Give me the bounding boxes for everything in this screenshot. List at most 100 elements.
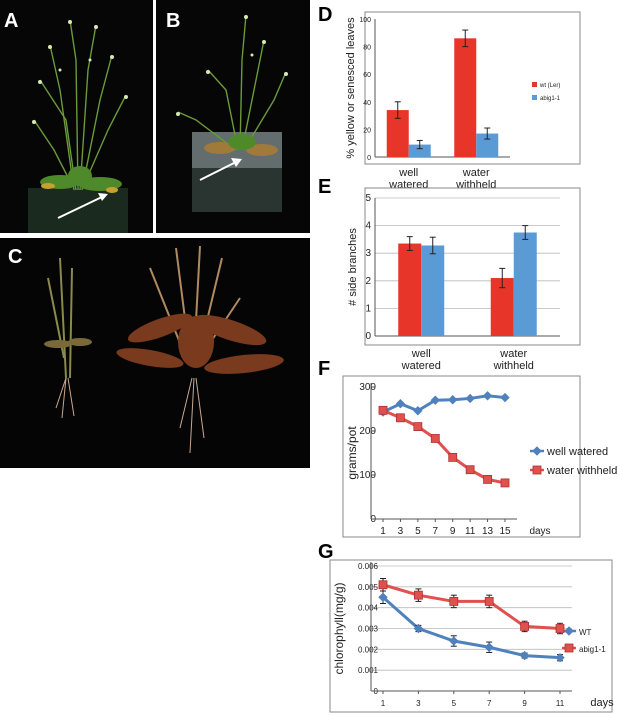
x-tick-label: 3 xyxy=(398,526,404,537)
x-tick-label: 5 xyxy=(415,526,421,537)
legend-swatch xyxy=(532,95,537,100)
y-tick-label: 0 xyxy=(367,155,371,162)
panel-letter-g: G xyxy=(318,541,334,563)
y-tick-label: 1 xyxy=(365,303,371,314)
y-tick-label: 0.005 xyxy=(358,583,379,592)
arrow-b xyxy=(199,161,237,181)
legend-swatch xyxy=(532,82,537,87)
legend-marker xyxy=(532,465,542,475)
data-point xyxy=(555,652,565,663)
photo-panel-b: B xyxy=(156,0,310,233)
chart-frame xyxy=(329,559,613,713)
x-axis-label: days xyxy=(590,697,614,709)
panel-letter-b: B xyxy=(166,10,181,32)
legend-label: water withheld xyxy=(546,465,617,477)
x-tick-label: 1 xyxy=(381,699,386,708)
data-point xyxy=(396,413,405,423)
y-axis-label: % yellow or senesced leaves xyxy=(345,17,357,159)
data-point xyxy=(519,650,530,661)
data-point xyxy=(500,478,510,488)
data-point xyxy=(449,597,459,606)
category-label: well xyxy=(411,348,431,360)
data-point xyxy=(520,622,529,631)
chart-frame xyxy=(364,187,581,346)
data-point xyxy=(413,422,423,432)
data-point xyxy=(430,395,440,405)
data-point xyxy=(378,592,388,602)
category-label: water xyxy=(462,167,490,179)
panel-letter-e: E xyxy=(318,176,332,198)
data-point xyxy=(500,392,510,403)
data-point xyxy=(448,395,458,405)
data-point xyxy=(448,452,458,462)
data-point xyxy=(395,399,406,409)
legend-label: well watered xyxy=(546,446,608,458)
y-tick-label: 4 xyxy=(365,221,371,232)
bar-abig-1 xyxy=(513,232,537,336)
data-point xyxy=(378,405,388,415)
category-label: watered xyxy=(401,360,441,372)
data-point xyxy=(465,393,475,404)
category-label: watered xyxy=(388,179,428,191)
y-tick-label: 300 xyxy=(359,382,376,393)
legend-marker xyxy=(564,626,574,636)
data-point xyxy=(430,434,440,443)
x-tick-label: 3 xyxy=(416,699,421,708)
y-tick-label: 0.002 xyxy=(358,645,379,654)
y-axis-label: chlorophyll(mg/g) xyxy=(332,582,346,674)
y-axis-label: # side branches xyxy=(347,228,359,306)
y-axis-label: grams/pot xyxy=(345,426,359,480)
category-label: withheld xyxy=(493,360,534,372)
photo-panel-a: A xyxy=(0,0,153,233)
panel-letter-d: D xyxy=(318,4,333,26)
data-point xyxy=(555,624,565,633)
x-tick-label: 1 xyxy=(380,526,386,537)
data-point xyxy=(483,474,492,484)
category-label: well xyxy=(398,167,418,179)
y-tick-label: 0.006 xyxy=(358,562,379,571)
plant-illustration-c xyxy=(0,238,310,468)
y-tick-label: 3 xyxy=(365,248,371,259)
data-point xyxy=(484,597,494,606)
y-tick-label: 80 xyxy=(363,45,371,52)
y-tick-label: 20 xyxy=(363,127,371,134)
data-point xyxy=(482,391,493,401)
plant-illustration-a xyxy=(0,0,153,233)
x-tick-label: 11 xyxy=(556,699,565,708)
data-point xyxy=(413,406,423,416)
panel-letter-c: C xyxy=(8,246,23,268)
bar-abig-1 xyxy=(476,133,499,157)
category-label: water xyxy=(499,348,527,360)
legend-label: abig1-1 xyxy=(540,96,561,102)
legend-marker xyxy=(564,643,574,653)
data-point xyxy=(484,642,494,652)
x-tick-label: 9 xyxy=(450,526,456,537)
x-tick-label: 7 xyxy=(487,699,492,708)
chart-frame xyxy=(342,375,581,538)
series-line-0 xyxy=(382,596,561,660)
series-line-1 xyxy=(382,583,561,630)
arrowhead-icon xyxy=(231,158,242,167)
legend-marker xyxy=(532,446,542,456)
data-point xyxy=(449,636,459,646)
legend-label: wt (Ler) xyxy=(539,83,560,89)
x-tick-label: 15 xyxy=(499,526,511,537)
plant-illustration-b xyxy=(156,0,310,233)
chart-d: 0 20 40 60 80 100% yellow or senesced leaves w… xyxy=(345,11,581,191)
y-tick-label: 100 xyxy=(359,470,376,481)
x-axis-label: days xyxy=(529,526,550,537)
y-tick-label: 5 xyxy=(365,193,371,204)
legend-label: abig1-1 xyxy=(579,645,606,654)
chart-frame xyxy=(364,11,581,165)
y-tick-label: 100 xyxy=(359,17,371,24)
data-point xyxy=(465,465,475,475)
arrow-a xyxy=(57,195,105,219)
y-tick-label: 60 xyxy=(363,72,371,79)
photo-panel-c: C xyxy=(0,238,310,468)
y-tick-label: 200 xyxy=(359,426,376,437)
y-tick-label: 0.003 xyxy=(358,625,379,634)
data-point xyxy=(378,580,388,590)
